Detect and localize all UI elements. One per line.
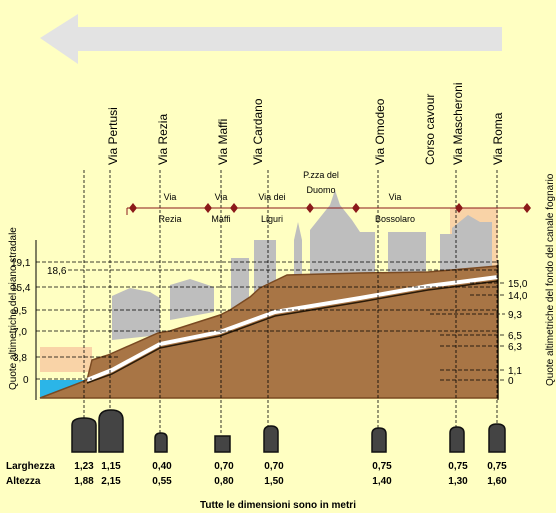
- larghezza-value-6: 0,75: [448, 461, 468, 472]
- cross-section-icon-1: [98, 409, 124, 453]
- sewer-canal-base: [86, 280, 499, 384]
- segment-markers: [129, 203, 531, 213]
- altezza-value-0: 1,88: [74, 476, 94, 487]
- altezza-value-3: 0,80: [214, 476, 234, 487]
- segment-label-1-line2: Maffi: [211, 214, 230, 224]
- left-tick-6: 0: [23, 375, 29, 386]
- left-tick-4: 7,0: [13, 327, 27, 338]
- altezza-value-7: 1,60: [487, 476, 507, 487]
- left-tick-1: 18,6: [47, 266, 67, 277]
- larghezza-values: 1,23 1,15 0,40 0,70 0,70 0,75 0,75 0,75: [74, 461, 507, 472]
- street-label-7: Via Roma: [491, 112, 505, 165]
- right-tick-0: 15,0: [508, 279, 528, 290]
- larghezza-value-5: 0,75: [372, 461, 392, 472]
- left-reference-lines: [36, 261, 498, 380]
- right-tick-1: 14,0: [508, 291, 528, 302]
- right-tick-6: 0: [508, 376, 514, 387]
- segment-label-1-line1: Via: [215, 192, 228, 202]
- altezza-values: 1,88 2,15 0,55 0,80 1,50 1,40 1,30 1,60: [74, 476, 507, 487]
- cross-section-icon-4: [263, 425, 279, 453]
- street-label-6: Via Mascheroni: [451, 83, 465, 166]
- larghezza-value-3: 0,70: [214, 461, 234, 472]
- cross-section-icon-5: [371, 427, 387, 453]
- footer-note: Tutte le dimensioni sono in metri: [200, 500, 356, 511]
- ground-profile: [39, 265, 499, 399]
- street-lines: [83, 170, 498, 435]
- street-label-5: Corso cavour: [423, 94, 437, 165]
- right-reference-lines: [430, 282, 505, 381]
- left-axis-label: Quote altimetriche del piano stradale: [8, 227, 19, 390]
- right-tick-2: 9,3: [508, 310, 522, 321]
- cross-section-icon-6: [449, 426, 465, 453]
- street-label-1: Via Rezia: [156, 114, 170, 165]
- segment-label-2-line1: Via dei: [258, 192, 285, 202]
- row-label-larghezza: Larghezza: [6, 461, 55, 472]
- left-tick-2: 15,4: [11, 283, 31, 294]
- segment-label-3-line2: Duomo: [306, 185, 335, 195]
- right-axis-label: Quote altimetriche del fondo del canale …: [545, 173, 556, 386]
- sewer-canal-line: [86, 275, 499, 382]
- cross-section-icon-2: [154, 432, 168, 453]
- cross-sections: [71, 409, 506, 453]
- cross-section-icon-3: [214, 435, 231, 453]
- right-tick-3: 6,5: [508, 331, 522, 342]
- larghezza-value-1: 1,15: [101, 461, 121, 472]
- altezza-value-6: 1,30: [448, 476, 468, 487]
- segment-label-0-line1: Via: [164, 192, 177, 202]
- street-label-2: Via Maffi: [216, 119, 230, 165]
- segment-label-0-line2: Rezia: [158, 214, 181, 224]
- street-label-3: Via Cardano: [251, 98, 265, 165]
- street-label-4: Via Omodeo: [373, 98, 387, 165]
- right-tick-4: 6,3: [508, 342, 522, 353]
- left-tick-5: 3,8: [13, 353, 27, 364]
- larghezza-value-7: 0,75: [487, 461, 507, 472]
- left-tick-3: 9,5: [13, 306, 27, 317]
- altezza-value-1: 2,15: [101, 476, 121, 487]
- segment-label-2-line2: Liguri: [261, 214, 283, 224]
- cross-section-icon-7: [488, 423, 506, 453]
- left-tick-0: 19,1: [11, 258, 31, 269]
- highlight-left: [40, 347, 92, 372]
- segment-label-4-line2: Bossolaro: [375, 214, 415, 224]
- larghezza-value-0: 1,23: [74, 461, 94, 472]
- cross-section-icon-0: [71, 417, 97, 453]
- larghezza-value-4: 0,70: [264, 461, 284, 472]
- segment-label-3-line1: P.zza del: [303, 170, 339, 180]
- left-arrow-icon: [40, 14, 502, 64]
- row-label-altezza: Altezza: [6, 476, 41, 487]
- street-label-0: Via Pertusi: [106, 107, 120, 165]
- larghezza-value-2: 0,40: [152, 461, 172, 472]
- altezza-value-2: 0,55: [152, 476, 172, 487]
- segment-label-4-line1: Via: [389, 192, 402, 202]
- right-tick-5: 1,1: [508, 366, 522, 377]
- altezza-value-5: 1,40: [372, 476, 392, 487]
- altezza-value-4: 1,50: [264, 476, 284, 487]
